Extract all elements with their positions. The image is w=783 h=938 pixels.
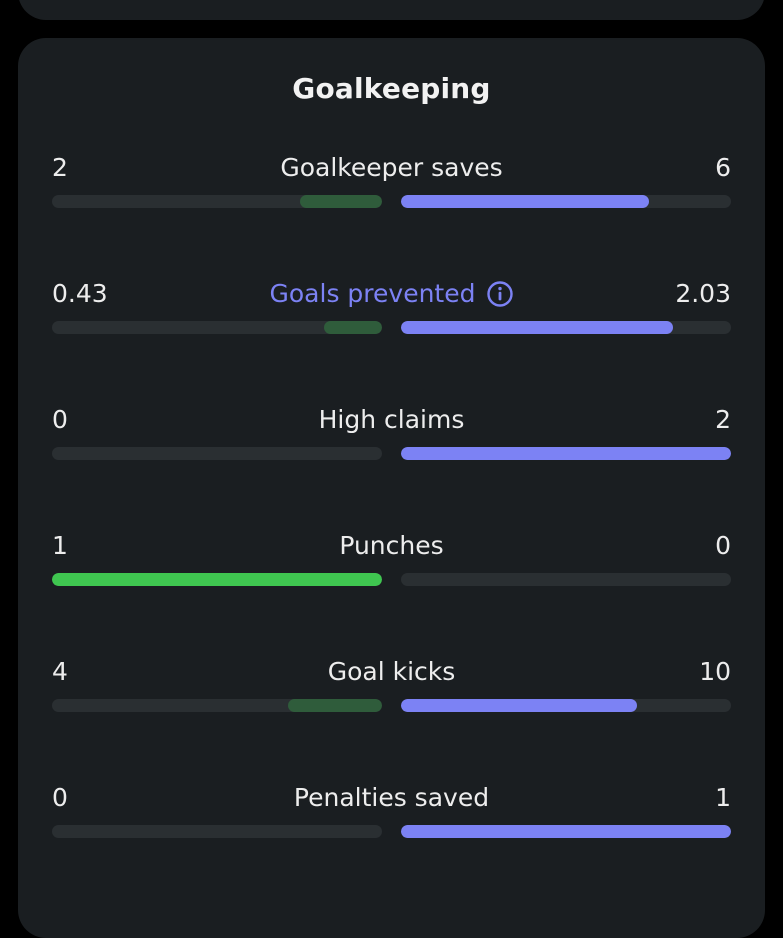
home-value: 4 (52, 657, 68, 686)
stat-row-goal-kicks: 4 Goal kicks 10 (52, 655, 731, 725)
away-value: 2 (715, 405, 731, 434)
previous-stats-card (18, 0, 765, 20)
home-bar-fill (299, 195, 382, 208)
stat-label: Goal kicks (327, 657, 456, 686)
home-value: 1 (52, 531, 68, 560)
home-bar-fill (287, 699, 382, 712)
stat-row-goalkeeper-saves: 2 Goalkeeper saves 6 (52, 151, 731, 221)
away-value: 1 (715, 783, 731, 812)
home-bar-fill (324, 321, 382, 334)
home-bar-track (52, 447, 382, 460)
stat-label: Penalties saved (293, 783, 490, 812)
away-value: 10 (699, 657, 731, 686)
stat-label: Punches (339, 531, 444, 560)
away-value: 6 (715, 153, 731, 182)
goalkeeping-stats-card: Goalkeeping 2 Goalkeeper saves 6 0.43 Go… (18, 38, 765, 938)
stat-label: Goalkeeper saves (280, 153, 503, 182)
away-value: 2.03 (675, 279, 731, 308)
home-value: 0 (52, 783, 68, 812)
away-value: 0 (715, 531, 731, 560)
away-bar-track (401, 573, 731, 586)
stat-label-link[interactable]: Goals prevented (202, 277, 581, 311)
away-bar-fill (401, 447, 731, 460)
away-bar-fill (401, 699, 637, 712)
away-bar-track (401, 825, 731, 838)
stat-row-punches: 1 Punches 0 (52, 529, 731, 599)
info-icon[interactable] (487, 281, 514, 307)
away-bar-fill (401, 825, 731, 838)
home-bar-track (52, 573, 382, 586)
home-bar-track (52, 321, 382, 334)
away-bar-track (401, 447, 731, 460)
home-value: 0.43 (52, 279, 108, 308)
away-bar-fill (401, 321, 674, 334)
home-bar-track (52, 825, 382, 838)
section-title: Goalkeeping (292, 72, 491, 105)
away-bar-track (401, 321, 731, 334)
home-value: 2 (52, 153, 68, 182)
away-bar-fill (401, 195, 649, 208)
stat-label: High claims (318, 405, 465, 434)
away-bar-track (401, 699, 731, 712)
stat-row-goals-prevented[interactable]: 0.43 Goals prevented 2.03 (52, 277, 731, 347)
away-bar-track (401, 195, 731, 208)
stat-label-text: Goals prevented (269, 279, 476, 308)
stat-row-penalties-saved: 0 Penalties saved 1 (52, 781, 731, 851)
home-bar-fill (52, 573, 382, 586)
home-bar-track (52, 195, 382, 208)
home-value: 0 (52, 405, 68, 434)
home-bar-track (52, 699, 382, 712)
stat-row-high-claims: 0 High claims 2 (52, 403, 731, 473)
